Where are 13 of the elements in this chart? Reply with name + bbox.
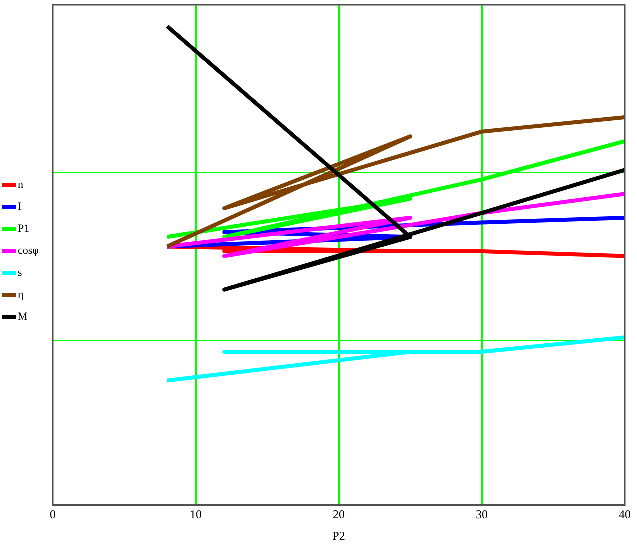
legend-label: η [18, 288, 24, 300]
x-tick-label: 40 [619, 508, 631, 522]
legend-label: I [18, 200, 22, 212]
x-tick-label: 0 [50, 508, 56, 522]
x-tick-label: 10 [190, 508, 202, 522]
x-tick-label: 30 [476, 508, 488, 522]
legend-label: M [18, 310, 28, 322]
legend-label: P1 [18, 222, 30, 234]
legend-label: s [18, 266, 22, 278]
x-axis-title: P2 [332, 528, 346, 543]
legend-label: n [18, 178, 24, 190]
legend-label: cosφ [18, 244, 40, 256]
x-tick-label: 20 [333, 508, 345, 522]
